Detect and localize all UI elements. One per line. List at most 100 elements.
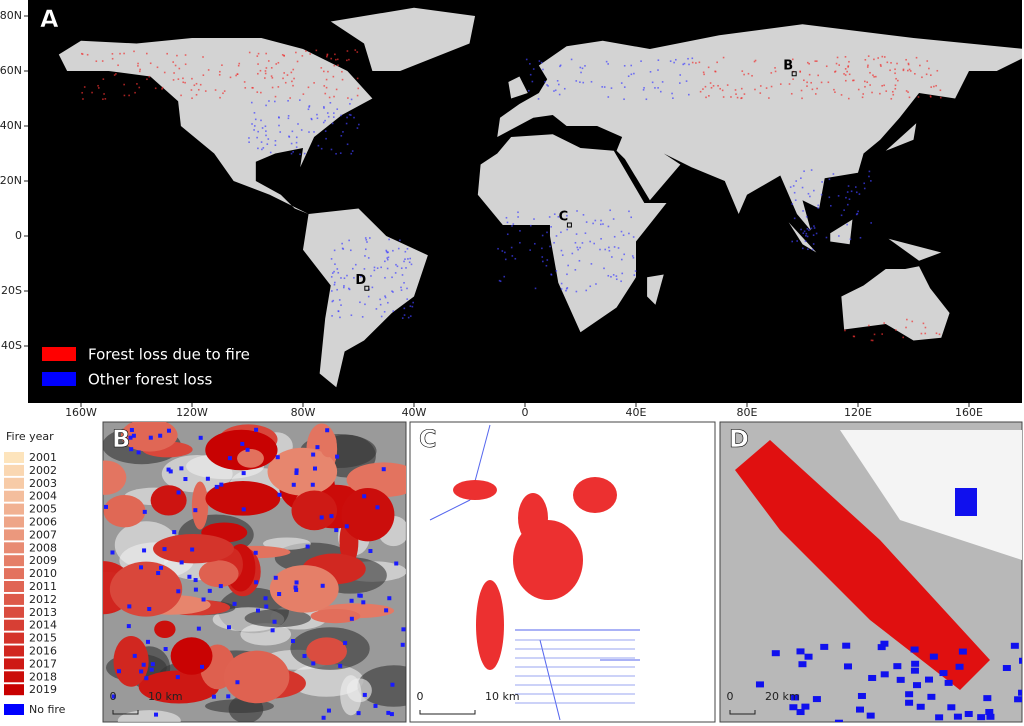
loss-pixel: [330, 276, 333, 278]
loss-pixel: [265, 67, 268, 69]
year-label: 2013: [29, 606, 57, 619]
loss-pixel: [843, 73, 845, 75]
year-swatch: [4, 581, 24, 592]
loss-pixel: [401, 317, 404, 319]
loss-pixel: [805, 234, 807, 237]
burn: [103, 495, 146, 528]
other-loss: [985, 708, 994, 715]
burn: [113, 635, 149, 687]
loss-pixel: [847, 97, 850, 100]
loss-pixel: [111, 53, 114, 55]
other-loss: [325, 428, 330, 433]
loss-pixel: [847, 185, 850, 187]
loss-pixel: [812, 243, 815, 245]
loss-pixel: [607, 225, 610, 228]
scale-end: 10 km: [485, 690, 520, 703]
loss-pixel: [340, 277, 342, 279]
loss-pixel: [774, 67, 776, 69]
loss-pixel: [307, 86, 310, 89]
loss-pixel: [687, 57, 689, 60]
loss-pixel: [585, 289, 588, 292]
marker-box: [566, 222, 572, 228]
loss-pixel: [855, 191, 858, 194]
loss-pixel: [350, 98, 353, 101]
loss-pixel: [386, 267, 389, 270]
lon-label: 160E: [955, 406, 983, 419]
loss-pixel: [163, 71, 166, 74]
loss-pixel: [385, 250, 388, 253]
loss-pixel: [850, 190, 853, 193]
loss-pixel: [870, 180, 872, 182]
loss-pixel: [800, 177, 802, 180]
loss-pixel: [529, 73, 532, 76]
loss-pixel: [384, 276, 386, 279]
loss-pixel: [740, 87, 743, 90]
loss-pixel: [820, 81, 823, 84]
loss-pixel: [174, 64, 177, 67]
loss-pixel: [346, 274, 348, 277]
other-loss: [1019, 657, 1022, 664]
loss-pixel: [341, 242, 343, 245]
loss-pixel: [268, 100, 270, 102]
loss-pixel: [342, 248, 345, 250]
loss-pixel: [161, 88, 163, 90]
loss-pixel: [146, 52, 148, 55]
other-loss: [958, 648, 967, 655]
loss-pixel: [511, 225, 513, 227]
loss-pixel: [883, 322, 885, 324]
loss-pixel: [236, 73, 239, 76]
loss-pixel: [253, 112, 256, 114]
other-loss: [129, 447, 134, 452]
loss-pixel: [905, 90, 908, 92]
other-loss: [193, 587, 198, 592]
year-label: 2015: [29, 632, 57, 645]
landmass: [477, 134, 667, 333]
scale-end: 20 km: [765, 690, 800, 703]
loss-pixel: [257, 63, 259, 65]
inset-label: B: [112, 425, 130, 453]
loss-pixel: [566, 287, 569, 289]
loss-pixel: [260, 119, 262, 122]
landmass: [330, 7, 476, 71]
other-loss: [166, 428, 171, 433]
other-loss: [193, 508, 198, 513]
other-loss: [190, 547, 195, 552]
loss-pixel: [561, 254, 564, 256]
loss-pixel: [751, 74, 753, 77]
loss-pixel: [222, 92, 224, 95]
loss-pixel: [890, 97, 893, 100]
other-loss: [142, 548, 147, 553]
loss-pixel: [295, 146, 298, 148]
loss-pixel: [917, 96, 920, 98]
loss-pixel: [553, 213, 556, 215]
loss-pixel: [406, 247, 409, 250]
loss-pixel: [313, 82, 315, 84]
loss-pixel: [815, 232, 818, 235]
loss-pixel: [875, 75, 877, 78]
loss-pixel: [323, 85, 326, 87]
other-loss: [334, 528, 339, 533]
loss-pixel: [161, 86, 164, 89]
loss-pixel: [938, 333, 941, 336]
loss-pixel: [620, 230, 623, 233]
loss-pixel: [584, 65, 586, 67]
loss-pixel: [325, 78, 328, 81]
loss-pixel: [881, 55, 884, 58]
other-loss: [910, 667, 919, 674]
other-loss: [158, 433, 163, 438]
lat-label: 20N: [0, 174, 22, 187]
loss-pixel: [392, 249, 394, 252]
other-loss: [132, 653, 137, 658]
loss-pixel: [81, 52, 83, 55]
loss-pixel: [657, 69, 659, 71]
loss-pixel: [300, 129, 303, 131]
other-loss: [214, 484, 219, 489]
other-loss: [235, 680, 240, 685]
loss-pixel: [123, 94, 126, 97]
other-loss: [368, 548, 373, 553]
loss-pixel: [412, 301, 414, 304]
loss-pixel: [275, 63, 278, 65]
loss-pixel: [807, 192, 810, 195]
other-loss: [390, 682, 395, 687]
other-loss: [812, 696, 821, 703]
